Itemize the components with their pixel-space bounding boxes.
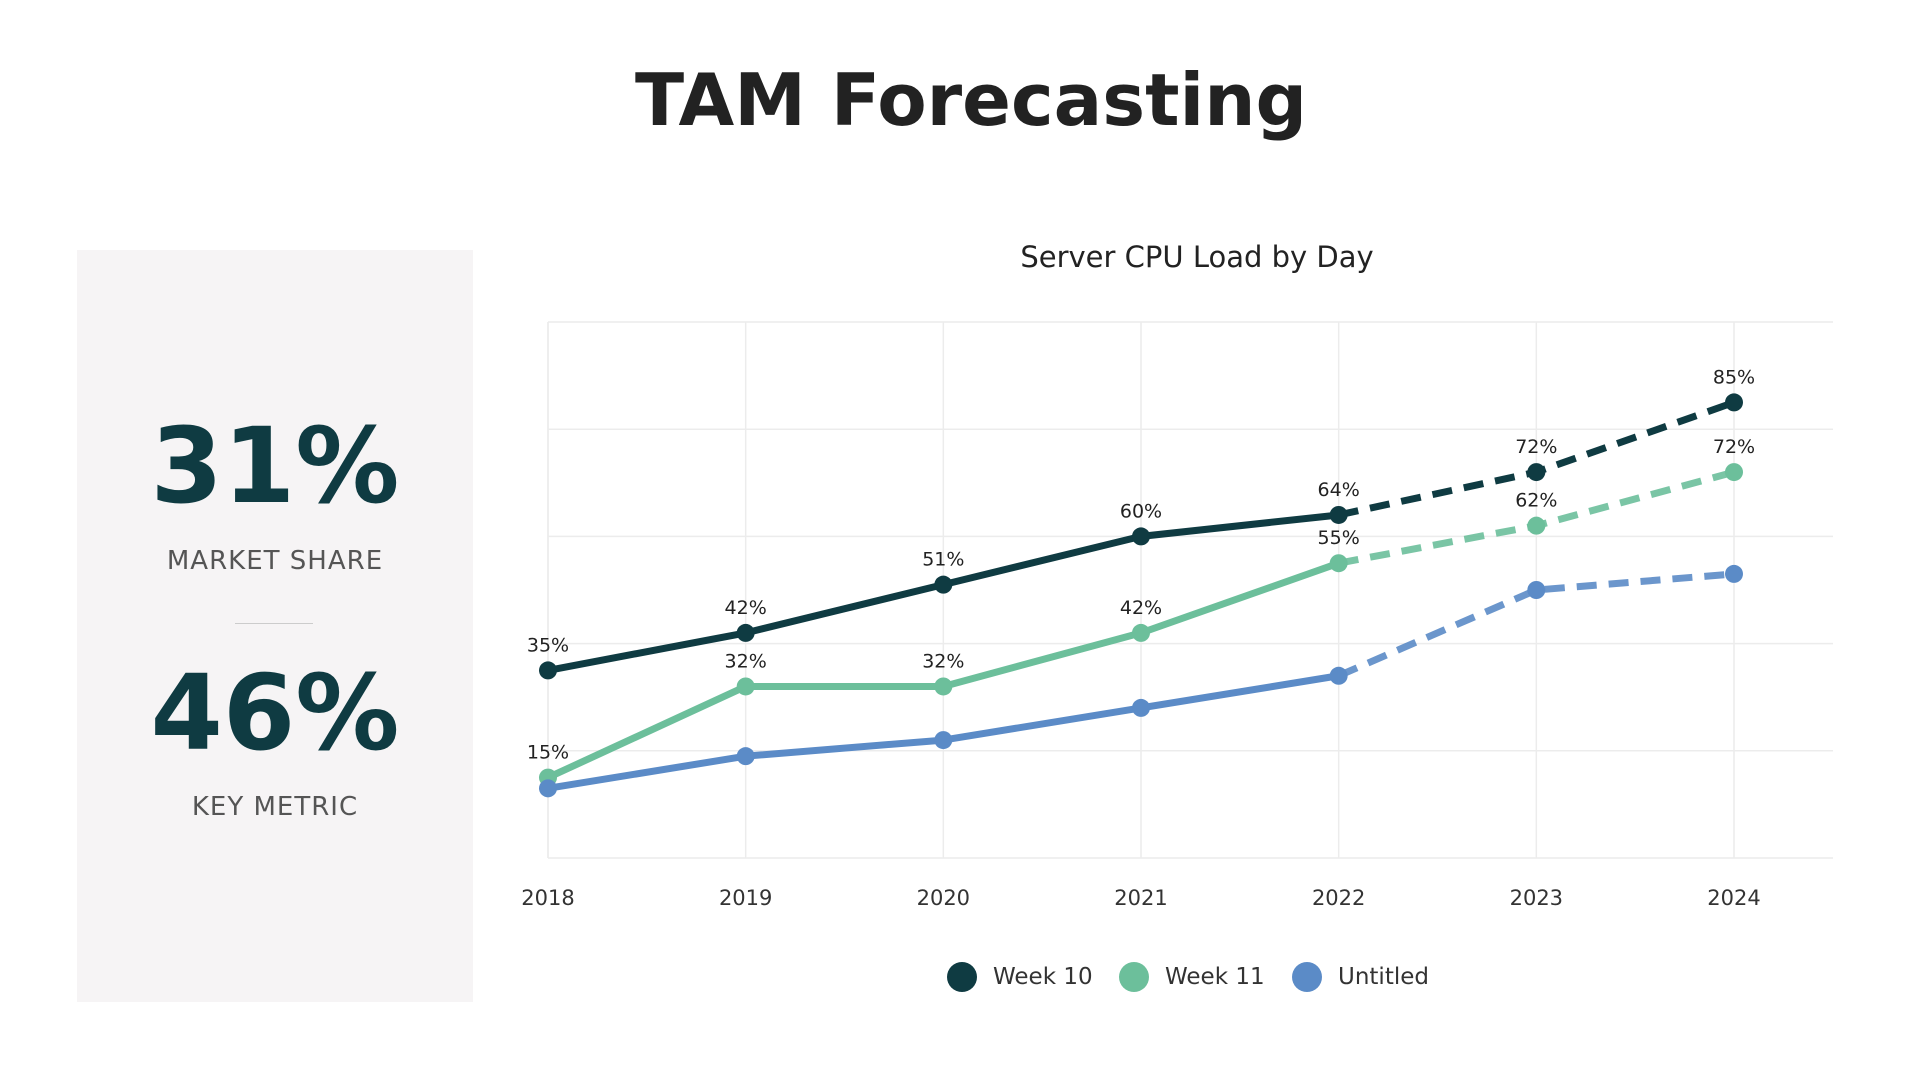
data-label: 15% <box>527 742 569 764</box>
data-point <box>1527 516 1546 535</box>
data-point <box>1725 564 1743 583</box>
data-point <box>1329 666 1348 685</box>
data-point <box>934 677 953 696</box>
data-point <box>1527 581 1546 599</box>
data-point <box>1527 463 1546 482</box>
data-label: 55% <box>1318 527 1360 549</box>
data-point <box>539 661 557 680</box>
data-label: 42% <box>1120 597 1162 619</box>
x-tick-label: 2019 <box>719 886 772 910</box>
data-point <box>736 677 755 696</box>
data-label: 51% <box>922 549 964 571</box>
market-share-label: MARKET SHARE <box>166 546 384 576</box>
x-tick-label: 2021 <box>1114 886 1167 910</box>
data-point <box>736 623 755 642</box>
data-label: 72% <box>1515 436 1557 458</box>
data-label: 32% <box>725 650 767 672</box>
legend-label: Untitled <box>1338 964 1429 990</box>
data-point <box>1132 527 1150 546</box>
key-metric-value: 46% <box>150 652 400 774</box>
legend-marker <box>1292 962 1322 992</box>
x-tick-label: 2022 <box>1312 886 1365 910</box>
data-label: 62% <box>1515 490 1557 512</box>
data-point <box>1329 554 1348 573</box>
legend-item-week-11[interactable]: Week 11 <box>1119 962 1265 992</box>
x-tick-label: 2023 <box>1510 886 1563 910</box>
data-point <box>934 731 953 750</box>
divider <box>235 623 313 624</box>
data-point <box>736 747 755 766</box>
series-forecast-line-untitled <box>1337 570 1735 679</box>
data-point <box>1725 463 1743 482</box>
data-label: 85% <box>1713 366 1755 388</box>
x-tick-label: 2024 <box>1707 886 1760 910</box>
data-point <box>934 575 953 594</box>
legend-label: Week 11 <box>1165 964 1265 990</box>
legend-item-week-10[interactable]: Week 10 <box>947 962 1093 992</box>
data-label: 32% <box>922 650 964 672</box>
key-metric-label: KEY METRIC <box>191 792 359 822</box>
data-label: 72% <box>1713 436 1755 458</box>
chart-title: Server CPU Load by Day <box>1020 240 1374 274</box>
page-title: TAM Forecasting <box>634 58 1308 142</box>
data-point <box>1329 505 1348 524</box>
legend-label: Week 10 <box>993 964 1093 990</box>
legend-marker <box>1119 962 1149 992</box>
data-point <box>1132 698 1150 717</box>
legend-marker <box>947 962 977 992</box>
legend-item-untitled[interactable]: Untitled <box>1292 962 1429 992</box>
data-point <box>1725 393 1743 412</box>
market-share-value: 31% <box>150 405 400 527</box>
x-tick-label: 2020 <box>917 886 970 910</box>
x-tick-label: 2018 <box>521 886 574 910</box>
kpi-panel: 31% MARKET SHARE 46% KEY METRIC <box>77 250 473 1002</box>
data-point <box>539 779 557 798</box>
data-label: 35% <box>527 634 569 656</box>
data-label: 42% <box>725 597 767 619</box>
data-label: 60% <box>1120 500 1162 522</box>
data-point <box>1132 623 1150 642</box>
data-label: 64% <box>1318 479 1360 501</box>
